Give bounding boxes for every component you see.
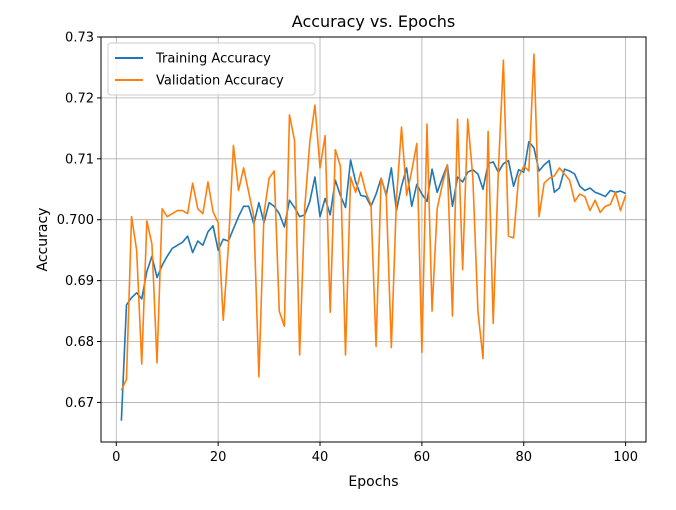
legend-label-training: Training Accuracy xyxy=(155,52,271,67)
x-tick-label: 40 xyxy=(312,450,329,465)
y-tick-label: 0.700 xyxy=(57,213,94,228)
y-tick-label: 0.69 xyxy=(65,274,94,289)
legend-label-validation: Validation Accuracy xyxy=(156,74,284,89)
x-tick-label: 60 xyxy=(414,450,431,465)
x-tick-label: 80 xyxy=(515,450,532,465)
y-tick-label: 0.67 xyxy=(65,396,94,411)
y-tick-label: 0.71 xyxy=(65,152,94,167)
validation-accuracy-line xyxy=(120,53,627,391)
axis-ticks: 0 20 40 60 80 100 0.67 0.68 0.69 0.700 0.71 0.72 0.7… xyxy=(57,31,638,466)
legend-box xyxy=(107,42,316,96)
x-axis-title: Epochs xyxy=(348,474,398,490)
plot-frame xyxy=(100,36,647,443)
training-accuracy-line xyxy=(120,140,626,421)
series-lines xyxy=(120,53,627,421)
y-tick-label: 0.72 xyxy=(65,91,94,106)
chart-title: Accuracy vs. Epochs xyxy=(292,12,455,31)
y-tick-label: 0.73 xyxy=(65,31,94,46)
x-tick-label: 100 xyxy=(613,450,638,465)
grid xyxy=(101,36,646,442)
x-tick-label: 0 xyxy=(112,450,120,465)
legend: Training Accuracy Validation Accuracy xyxy=(107,42,316,96)
y-axis-title: Accuracy xyxy=(35,208,51,272)
x-tick-label: 20 xyxy=(210,450,227,465)
y-tick-label: 0.68 xyxy=(65,335,94,350)
